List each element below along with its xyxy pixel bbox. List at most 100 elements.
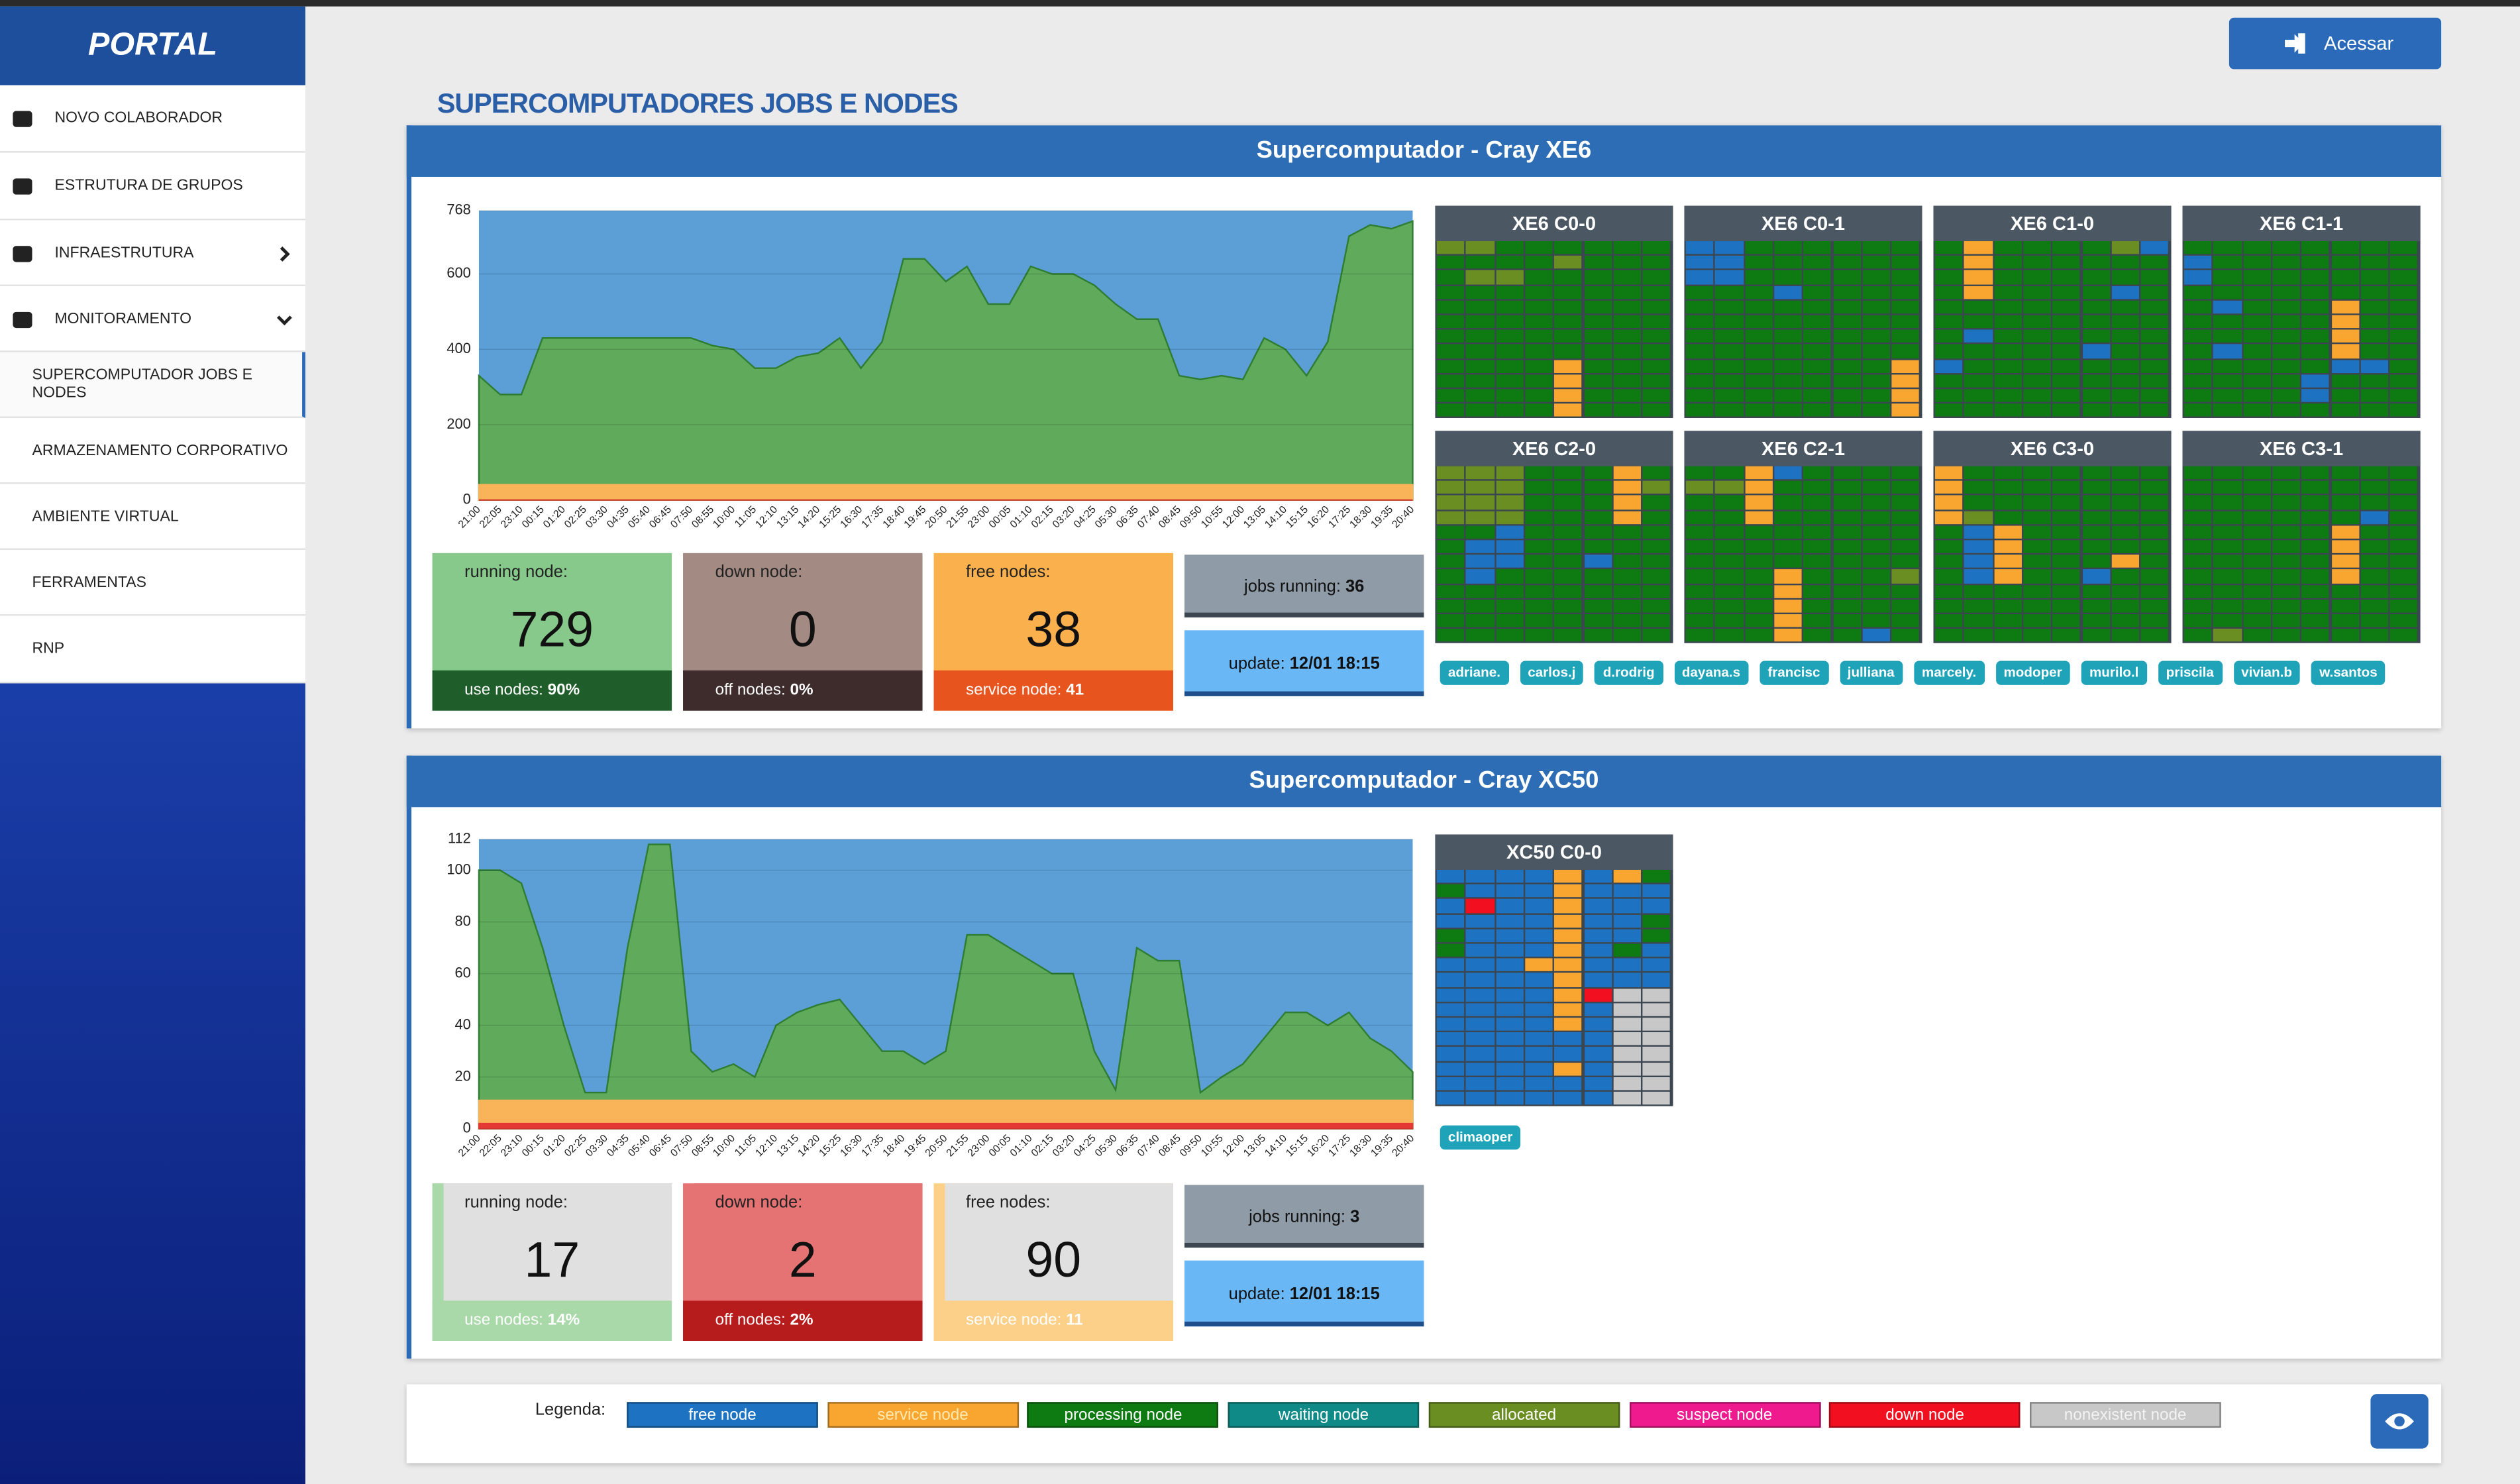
x-tick-label: 23:10 [499, 1132, 525, 1159]
node-cell [1642, 403, 1671, 417]
node-cell [2052, 540, 2081, 554]
login-button[interactable]: Acessar [2229, 17, 2442, 70]
node-cell [1495, 403, 1524, 417]
y-tick-label: 100 [446, 861, 470, 877]
legend-item: free node [627, 1402, 818, 1428]
node-cell [1964, 525, 1993, 539]
area-series [478, 220, 1414, 501]
node-cell [1934, 344, 1963, 358]
node-cell [1613, 540, 1642, 554]
node-cell [1891, 329, 1920, 343]
grid-title: XE6 C2-1 [1684, 431, 1922, 466]
node-cell [1583, 389, 1612, 403]
menu-item[interactable]: NOVO COLABORADOR [0, 85, 305, 153]
node-cell [1583, 614, 1612, 627]
node-cell [1862, 389, 1891, 403]
node-cell [2081, 389, 2110, 403]
menu-item[interactable]: FERRAMENTAS [0, 550, 305, 616]
jobs-value: 36 [1345, 577, 1365, 597]
menu-item[interactable]: MONITORAMENTO [0, 286, 305, 352]
node-cell [1466, 344, 1495, 358]
node-cell [2183, 359, 2212, 373]
node-cell [2331, 241, 2359, 254]
node-cell [1642, 958, 1671, 972]
menu-item[interactable]: AMBIENTE VIRTUAL [0, 484, 305, 550]
x-tick-label: 04:25 [1072, 504, 1098, 530]
node-cell [1891, 540, 1920, 554]
menu-item[interactable]: RNP [0, 615, 305, 684]
node-cell [2301, 629, 2330, 643]
node-cell [1466, 1002, 1495, 1016]
node-cell [1554, 300, 1583, 314]
menu-item[interactable]: INFRAESTRUTURA [0, 220, 305, 286]
node-cell [1832, 525, 1861, 539]
node-cell [2052, 599, 2081, 613]
node-cell [1436, 359, 1465, 373]
x-tick-label: 12:10 [753, 504, 780, 530]
node-cell [2389, 241, 2418, 254]
node-cell [1642, 374, 1671, 388]
node-cell [2081, 540, 2110, 554]
user-badge: w.santos [2311, 661, 2386, 685]
node-cell [2023, 374, 2052, 388]
node-cell [2272, 466, 2301, 480]
node-cell [1891, 359, 1920, 373]
node-cell [1803, 389, 1832, 403]
node-cell [1554, 270, 1583, 284]
node-cell [1803, 270, 1832, 284]
node-cell [1964, 510, 1993, 524]
node-cell [2140, 525, 2169, 539]
node-cell [1715, 555, 1744, 568]
node-cell [1862, 481, 1891, 494]
legend-label: Legenda: [535, 1400, 606, 1420]
x-tick-label: 10:00 [711, 1132, 737, 1159]
node-cell [2052, 270, 2081, 284]
jobs-label: jobs running: [1244, 577, 1341, 597]
node-cell [1495, 300, 1524, 314]
node-cell [2052, 629, 2081, 643]
node-cell [1642, 555, 1671, 568]
node-cell [1554, 1002, 1583, 1016]
card-label: free nodes: [966, 1192, 1051, 1212]
node-cell [2301, 481, 2330, 494]
jobs-box: jobs running: 3 [1184, 1185, 1424, 1248]
node-cell [2052, 389, 2081, 403]
node-cell [1744, 496, 1773, 509]
grid-title: XE6 C2-0 [1435, 431, 1673, 466]
node-cell [1964, 270, 1993, 284]
node-cell [1964, 614, 1993, 627]
node-cell [2213, 584, 2242, 598]
node-cell [2081, 241, 2110, 254]
node-cell [1832, 329, 1861, 343]
visibility-button[interactable] [2370, 1394, 2429, 1449]
x-tick-label: 18:40 [881, 1132, 908, 1159]
node-cell [1642, 1018, 1671, 1032]
user-badge: climaoper [1440, 1125, 1521, 1150]
node-cell [1934, 300, 1963, 314]
menu-item[interactable]: ARMAZENAMENTO CORPORATIVO [0, 418, 305, 484]
node-cell [1466, 329, 1495, 343]
node-cell [2183, 525, 2212, 539]
node-cell [2081, 614, 2110, 627]
node-cell [2111, 389, 2140, 403]
node-cell [2389, 584, 2418, 598]
x-tick-label: 20:50 [923, 1132, 950, 1159]
node-cell [1466, 1091, 1495, 1105]
menu-item[interactable]: ESTRUTURA DE GRUPOS [0, 153, 305, 221]
node-cell [1862, 359, 1891, 373]
node-cell [1613, 958, 1642, 972]
node-cell [1525, 496, 1553, 509]
node-cell [1832, 285, 1861, 299]
node-cell [1495, 1002, 1524, 1016]
node-cell [1964, 256, 1993, 270]
node-cell [1715, 570, 1744, 583]
node-cell [1803, 540, 1832, 554]
node-cell [1993, 466, 2022, 480]
footer-label: off nodes: [715, 1312, 786, 1330]
menu-item[interactable]: SUPERCOMPUTADOR JOBS E NODES [0, 352, 305, 418]
panel: Supercomputador - Cray XC50 0 20 40 60 80 100 1… [406, 755, 2442, 1359]
node-cell [2213, 374, 2242, 388]
node-cell [2331, 555, 2359, 568]
node-cell [1583, 496, 1612, 509]
